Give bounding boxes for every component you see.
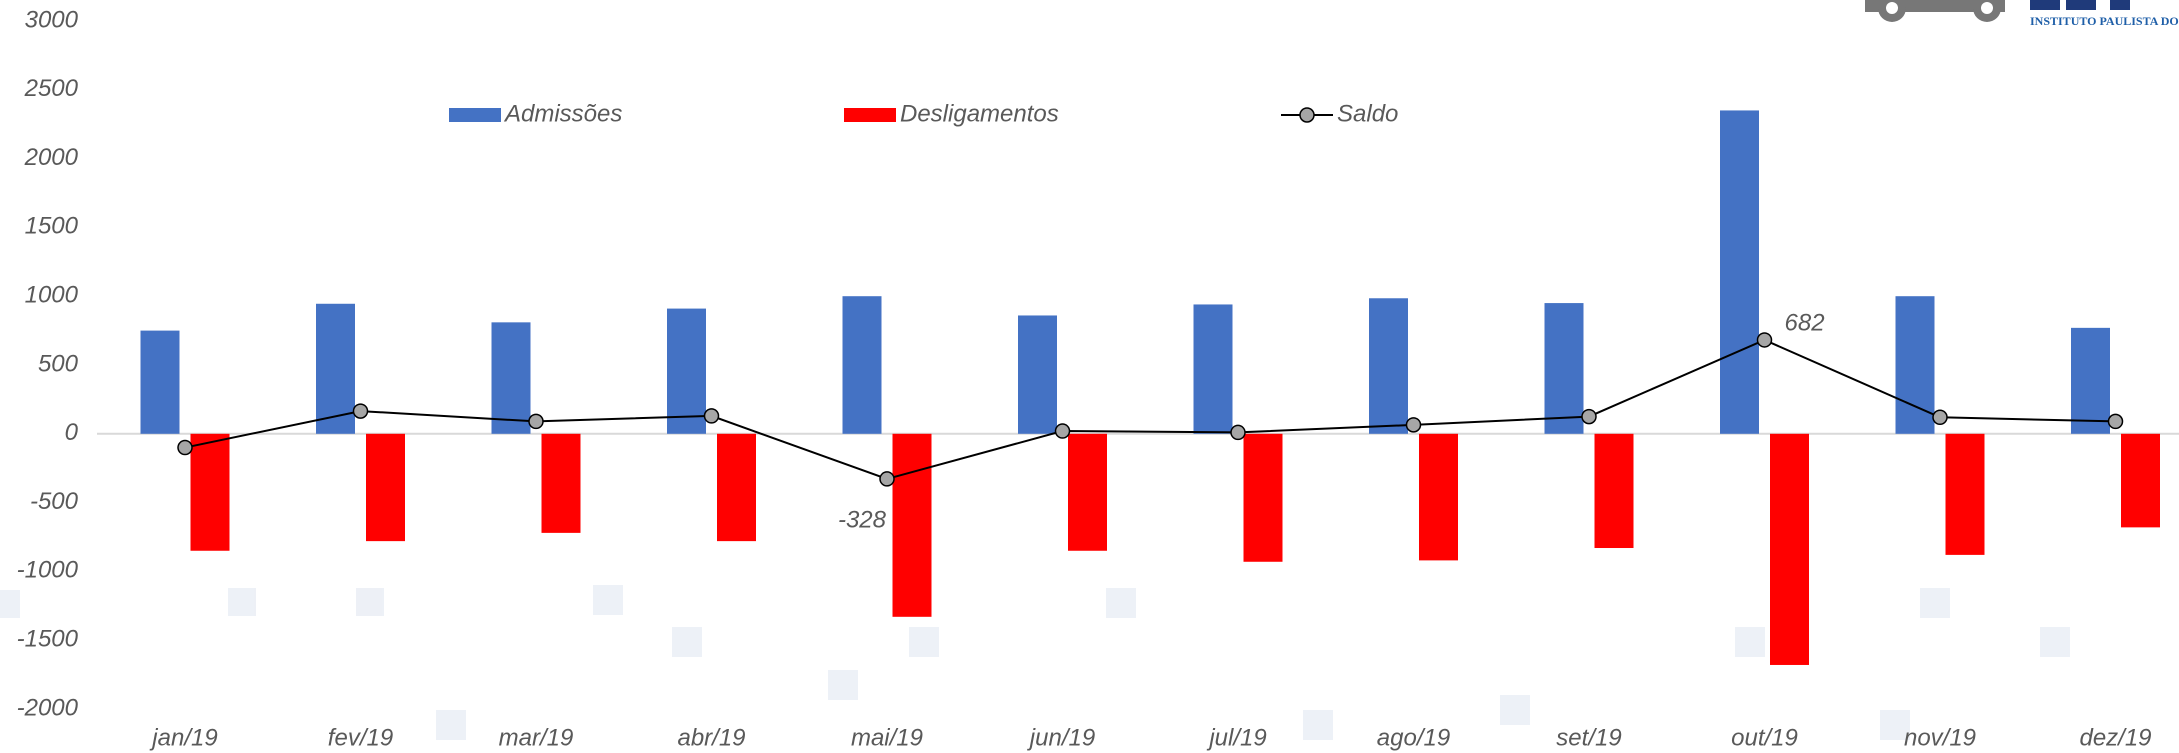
bar — [1243, 433, 1283, 562]
legend-swatch — [1299, 107, 1315, 123]
x-tick-label: set/19 — [1556, 724, 1621, 751]
bar — [2071, 327, 2110, 434]
bar — [366, 433, 405, 542]
bar — [667, 308, 706, 434]
logo: INSTITUTO PAULISTA DO — [1865, 0, 2179, 28]
bar — [541, 433, 581, 533]
x-tick-label: jan/19 — [149, 724, 217, 751]
x-tick-label: abr/19 — [677, 724, 745, 751]
legend-label: Desligamentos — [900, 100, 1059, 127]
x-tick-label: jun/19 — [1027, 724, 1095, 751]
bar — [1594, 433, 1634, 549]
marker — [703, 408, 720, 424]
bar — [1369, 298, 1408, 434]
bar — [1945, 433, 1985, 555]
marker — [177, 439, 193, 456]
bar — [190, 433, 230, 551]
y-tick-label: -2000 — [17, 694, 79, 721]
x-tick-label: fev/19 — [328, 724, 393, 751]
marker — [1581, 408, 1597, 425]
bar — [842, 296, 882, 434]
data-label: -328 — [838, 506, 887, 533]
bar — [1544, 303, 1584, 434]
x-tick-label: nov/19 — [1904, 724, 1976, 751]
legend-swatch — [449, 108, 501, 122]
marker — [528, 413, 544, 430]
marker — [2107, 413, 2124, 430]
y-tick-label: 500 — [38, 350, 79, 377]
marker — [1230, 424, 1246, 441]
bar — [491, 322, 531, 434]
legend-label: Admissões — [503, 100, 622, 127]
line — [184, 338, 2116, 480]
marker — [1405, 417, 1422, 433]
marker — [352, 403, 369, 419]
y-tick-label: 2000 — [24, 144, 79, 171]
x-tick-label: mar/19 — [499, 724, 574, 751]
legend-label: Saldo — [1337, 100, 1398, 127]
bar — [892, 433, 932, 617]
marker — [1054, 423, 1071, 439]
bar — [1770, 433, 1809, 665]
legend-swatch — [844, 108, 896, 122]
bar — [1895, 296, 1935, 434]
data-label: 682 — [1785, 309, 1825, 336]
bar — [1193, 304, 1233, 434]
x-tick-label: ago/19 — [1377, 724, 1450, 751]
logo-text: INSTITUTO PAULISTA DO — [2030, 14, 2179, 28]
bar — [1068, 433, 1107, 551]
x-tick-label: dez/19 — [2079, 724, 2151, 751]
marker — [1932, 409, 1948, 426]
marker — [879, 471, 895, 487]
y-tick-label: 0 — [65, 419, 79, 446]
bar — [140, 330, 180, 434]
y-tick-label: -1500 — [17, 626, 79, 653]
x-tick-label: out/19 — [1731, 724, 1798, 751]
bar — [2121, 433, 2160, 528]
y-tick-label: 1000 — [25, 282, 79, 309]
background-decoration — [0, 585, 2070, 740]
marker — [1756, 332, 1773, 348]
y-tick-label: 1500 — [25, 213, 79, 240]
y-tick-label: -1000 — [17, 557, 79, 584]
bar — [1419, 433, 1458, 561]
y-tick-label: 3000 — [25, 6, 79, 33]
bar — [717, 433, 756, 542]
bar — [1018, 315, 1057, 434]
bar — [316, 303, 355, 434]
y-tick-label: -500 — [30, 488, 79, 515]
y-tick-label: 2500 — [24, 75, 79, 102]
x-tick-label: jul/19 — [1206, 724, 1266, 751]
x-tick-label: mai/19 — [851, 724, 923, 751]
bar — [1720, 110, 1759, 434]
